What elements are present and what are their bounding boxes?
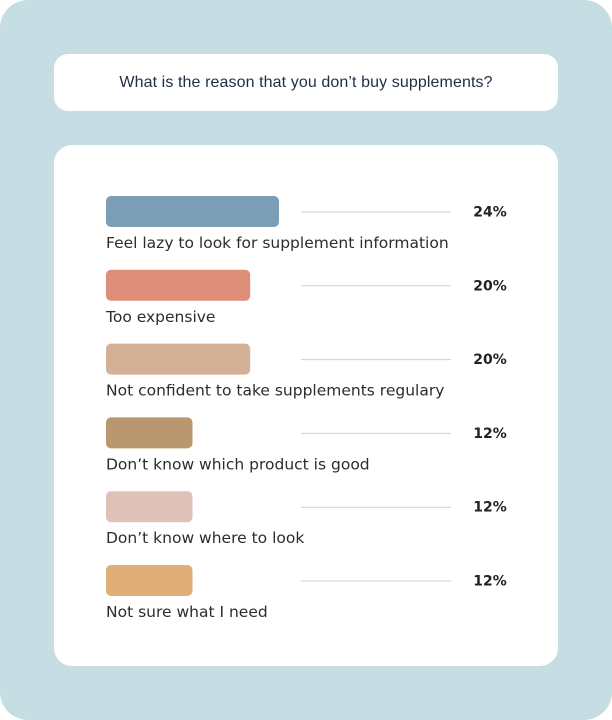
chart-title: What is the reason that you don’t buy su… [119,73,493,91]
category-label-3: Not confident to take supplements regula… [106,382,444,400]
value-label-4: 12% [473,426,507,442]
category-label-1: Feel lazy to look for supplement informa… [106,234,449,252]
category-label-2: Too expensive [105,308,215,326]
category-label-4: Don’t know which product is good [106,455,370,473]
bar-5 [106,491,193,523]
category-label-5: Don’t know where to look [106,529,304,547]
title-card: What is the reason that you don’t buy su… [54,54,558,111]
value-label-3: 20% [473,352,507,368]
category-label-6: Not sure what I need [106,603,268,621]
bar-1 [106,196,279,227]
value-label-1: 24% [473,205,507,221]
chart-card: 24% Feel lazy to look for supplement info… [54,145,558,666]
value-label-5: 12% [473,500,507,516]
bar-4 [106,417,193,449]
value-label-6: 12% [473,574,507,590]
bar-6 [106,565,193,596]
bar-2 [106,269,251,301]
value-label-2: 20% [473,278,507,294]
bar-chart: 24% Feel lazy to look for supplement info… [105,196,507,621]
bar-3 [106,343,251,375]
